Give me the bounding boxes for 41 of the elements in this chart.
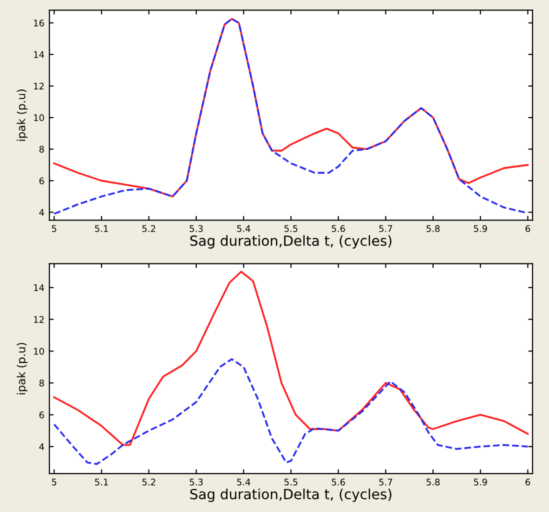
y-tick-label: 4	[39, 443, 44, 450]
x-tick-label: 5.5	[284, 225, 298, 232]
y-tick-label: 10	[34, 348, 44, 355]
x-tick-label: 5.6	[332, 225, 345, 232]
x-tick-label: 5.4	[237, 478, 250, 486]
x-tick-label: 5.9	[474, 225, 487, 232]
x-tick-label: 5.1	[95, 225, 108, 232]
x-tick-label: 5	[52, 478, 56, 486]
x-tick-label: 5	[52, 225, 56, 232]
y-tick-label: 6	[39, 177, 44, 184]
x-tick-label: 5.5	[284, 478, 298, 486]
x-tick-label: 5.8	[426, 478, 440, 486]
x-tick-label: 5.2	[142, 478, 156, 486]
y-tick-label: 12	[34, 316, 44, 323]
line-series	[53, 358, 529, 465]
y-tick-label: 14	[34, 284, 44, 291]
y-axis-title: ipak (p.u)	[16, 90, 28, 141]
x-tick-label: 5.8	[426, 225, 440, 232]
y-tick-label: 8	[39, 380, 44, 387]
x-tick-label: 5.6	[332, 478, 345, 486]
x-tick-label: 5.1	[95, 478, 108, 486]
y-tick-label: 10	[34, 114, 44, 122]
x-axis-title: Sag duration,Delta t, (cycles)	[190, 488, 392, 502]
x-tick-label: 5.7	[379, 478, 392, 486]
x-tick-label: 5.2	[142, 225, 156, 232]
x-axis-title: Sag duration,Delta t, (cycles)	[190, 235, 392, 249]
x-tick-label: 6	[526, 225, 530, 232]
x-tick-label: 5.7	[379, 225, 392, 232]
x-tick-label: 5.3	[190, 478, 203, 486]
y-tick-label: 12	[34, 82, 44, 90]
y-tick-label: 14	[34, 51, 44, 58]
x-tick-label: 6	[526, 478, 530, 486]
y-axis-title: ipak (p.u)	[16, 342, 28, 394]
x-tick-label: 5.3	[190, 225, 203, 232]
x-tick-label: 5.9	[474, 478, 487, 486]
x-tick-label: 5.4	[237, 225, 250, 232]
y-tick-label: 6	[39, 411, 44, 418]
y-tick-label: 16	[34, 20, 44, 26]
line-series	[53, 270, 529, 446]
y-tick-label: 4	[39, 209, 44, 216]
y-tick-label: 8	[39, 146, 44, 153]
